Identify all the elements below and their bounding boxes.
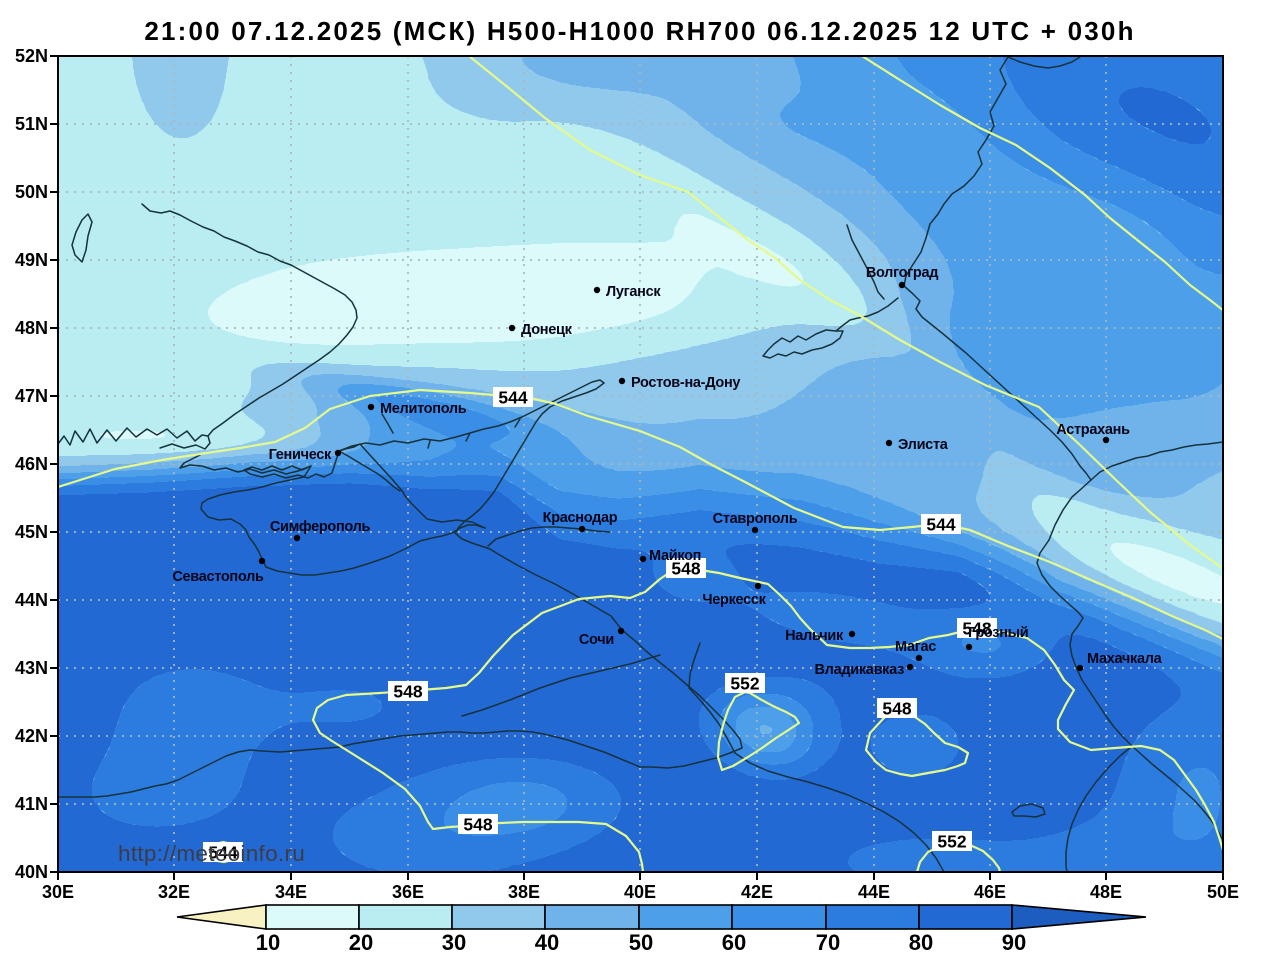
svg-text:Луганск: Луганск	[606, 284, 661, 300]
svg-text:43N: 43N	[15, 658, 48, 678]
svg-text:Волгоград: Волгоград	[866, 265, 938, 281]
svg-text:544: 544	[926, 515, 955, 535]
svg-text:548: 548	[393, 682, 422, 702]
svg-text:50N: 50N	[15, 182, 48, 202]
svg-text:Магас: Магас	[895, 639, 936, 655]
svg-text:Нальчик: Нальчик	[785, 628, 844, 644]
svg-text:10: 10	[256, 930, 280, 955]
svg-text:Симферополь: Симферополь	[270, 519, 371, 535]
svg-text:http://meteoinfo.ru: http://meteoinfo.ru	[118, 841, 305, 866]
svg-text:Махачкала: Махачкала	[1087, 651, 1163, 667]
svg-text:45N: 45N	[15, 522, 48, 542]
svg-text:Ростов-на-Дону: Ростов-на-Дону	[631, 375, 740, 391]
svg-text:41N: 41N	[15, 794, 48, 814]
svg-text:40E: 40E	[624, 882, 656, 902]
svg-text:548: 548	[671, 559, 700, 579]
svg-text:548: 548	[882, 699, 911, 719]
svg-text:32E: 32E	[158, 882, 190, 902]
svg-text:46N: 46N	[15, 454, 48, 474]
svg-text:90: 90	[1002, 930, 1026, 955]
svg-text:42E: 42E	[741, 882, 773, 902]
svg-text:51N: 51N	[15, 114, 48, 134]
svg-text:30E: 30E	[42, 882, 74, 902]
svg-text:552: 552	[730, 674, 759, 694]
svg-text:49N: 49N	[15, 250, 48, 270]
svg-text:40N: 40N	[15, 862, 48, 882]
svg-text:44E: 44E	[858, 882, 890, 902]
svg-text:34E: 34E	[275, 882, 307, 902]
svg-text:Мелитополь: Мелитополь	[380, 401, 467, 417]
svg-text:Майкоп: Майкоп	[649, 548, 701, 564]
svg-text:30: 30	[442, 930, 466, 955]
svg-text:548: 548	[962, 619, 991, 639]
svg-text:60: 60	[722, 930, 746, 955]
svg-text:47N: 47N	[15, 386, 48, 406]
svg-text:50E: 50E	[1207, 882, 1239, 902]
svg-text:Геническ: Геническ	[269, 447, 332, 463]
svg-text:46E: 46E	[974, 882, 1006, 902]
svg-text:Донецк: Донецк	[521, 322, 573, 338]
svg-text:Астрахань: Астрахань	[1056, 422, 1130, 438]
svg-text:Краснодар: Краснодар	[543, 510, 618, 526]
svg-text:36E: 36E	[392, 882, 424, 902]
svg-text:548: 548	[463, 815, 492, 835]
svg-text:48E: 48E	[1090, 882, 1122, 902]
svg-text:70: 70	[816, 930, 840, 955]
svg-text:48N: 48N	[15, 318, 48, 338]
svg-text:Сочи: Сочи	[579, 632, 614, 648]
svg-text:544: 544	[208, 843, 237, 863]
svg-text:Севастополь: Севастополь	[172, 569, 264, 585]
svg-text:Элиста: Элиста	[898, 437, 949, 453]
svg-text:21:00 07.12.2025 (МСК) H500-H1: 21:00 07.12.2025 (МСК) H500-H1000 RH700 …	[144, 16, 1135, 46]
svg-text:552: 552	[937, 832, 966, 852]
svg-text:80: 80	[909, 930, 933, 955]
svg-text:Ставрополь: Ставрополь	[713, 511, 798, 527]
svg-text:20: 20	[349, 930, 373, 955]
svg-text:40: 40	[535, 930, 559, 955]
svg-text:44N: 44N	[15, 590, 48, 610]
svg-text:Владикавказ: Владикавказ	[814, 662, 904, 678]
svg-text:Грозный: Грозный	[968, 625, 1028, 641]
svg-text:42N: 42N	[15, 726, 48, 746]
svg-text:50: 50	[629, 930, 653, 955]
svg-text:52N: 52N	[15, 46, 48, 66]
svg-text:544: 544	[498, 388, 527, 408]
svg-text:38E: 38E	[508, 882, 540, 902]
svg-text:Черкесск: Черкесск	[702, 592, 766, 608]
